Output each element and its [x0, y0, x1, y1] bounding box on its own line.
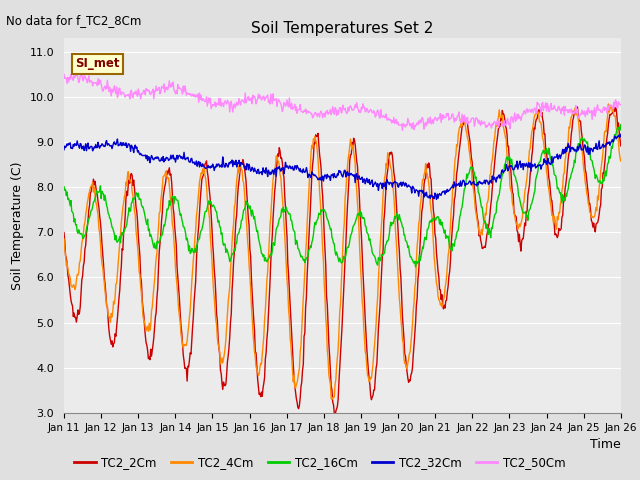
TC2_2Cm [70, 310, 78, 316]
TC2_32Cm [214, 163, 221, 169]
TC2_2Cm [332, 415, 339, 421]
TC2_2Cm [127, 170, 135, 176]
TC2_50Cm [128, 93, 136, 98]
TC2_2Cm [428, 176, 435, 182]
X-axis label: Time: Time [590, 438, 621, 451]
Y-axis label: Soil Temperature (C): Soil Temperature (C) [11, 161, 24, 290]
TC2_32Cm [184, 155, 192, 160]
TC2_50Cm [60, 72, 68, 77]
Line: TC2_50Cm: TC2_50Cm [64, 74, 621, 131]
TC2_16Cm [412, 264, 419, 270]
TC2_16Cm [428, 219, 435, 225]
TC2_32Cm [70, 144, 78, 149]
TC2_4Cm [428, 208, 435, 214]
TC2_2Cm [60, 230, 68, 236]
Line: TC2_32Cm: TC2_32Cm [64, 134, 621, 199]
Legend: TC2_2Cm, TC2_4Cm, TC2_16Cm, TC2_32Cm, TC2_50Cm: TC2_2Cm, TC2_4Cm, TC2_16Cm, TC2_32Cm, TC… [70, 452, 570, 474]
TC2_50Cm [78, 72, 86, 77]
TC2_32Cm [410, 186, 418, 192]
Text: SI_met: SI_met [75, 57, 120, 70]
TC2_16Cm [410, 260, 418, 266]
TC2_16Cm [214, 215, 221, 220]
TC2_16Cm [617, 122, 625, 128]
TC2_4Cm [60, 236, 68, 241]
TC2_32Cm [426, 195, 434, 201]
Title: Soil Temperatures Set 2: Soil Temperatures Set 2 [252, 21, 433, 36]
TC2_32Cm [60, 147, 68, 153]
TC2_4Cm [127, 179, 135, 185]
TC2_2Cm [214, 317, 221, 323]
TC2_50Cm [428, 120, 436, 126]
TC2_16Cm [127, 200, 135, 206]
TC2_32Cm [433, 196, 440, 202]
Text: No data for f_TC2_8Cm: No data for f_TC2_8Cm [6, 14, 142, 27]
TC2_2Cm [184, 363, 192, 369]
TC2_4Cm [617, 158, 625, 164]
Line: TC2_4Cm: TC2_4Cm [64, 104, 621, 399]
TC2_4Cm [70, 282, 78, 288]
TC2_50Cm [412, 124, 419, 130]
TC2_4Cm [605, 101, 612, 107]
TC2_50Cm [70, 73, 78, 79]
TC2_16Cm [60, 184, 68, 190]
TC2_50Cm [214, 102, 222, 108]
TC2_4Cm [411, 285, 419, 291]
TC2_2Cm [411, 330, 419, 336]
TC2_50Cm [617, 102, 625, 108]
Line: TC2_2Cm: TC2_2Cm [64, 107, 621, 418]
TC2_16Cm [184, 240, 192, 245]
TC2_50Cm [185, 91, 193, 97]
TC2_32Cm [617, 132, 625, 137]
TC2_4Cm [214, 335, 221, 341]
TC2_4Cm [328, 396, 336, 402]
TC2_2Cm [617, 143, 625, 149]
TC2_4Cm [184, 329, 192, 335]
TC2_16Cm [70, 219, 78, 225]
Line: TC2_16Cm: TC2_16Cm [64, 125, 621, 267]
TC2_32Cm [127, 143, 135, 148]
TC2_50Cm [399, 128, 406, 133]
TC2_2Cm [573, 104, 581, 110]
